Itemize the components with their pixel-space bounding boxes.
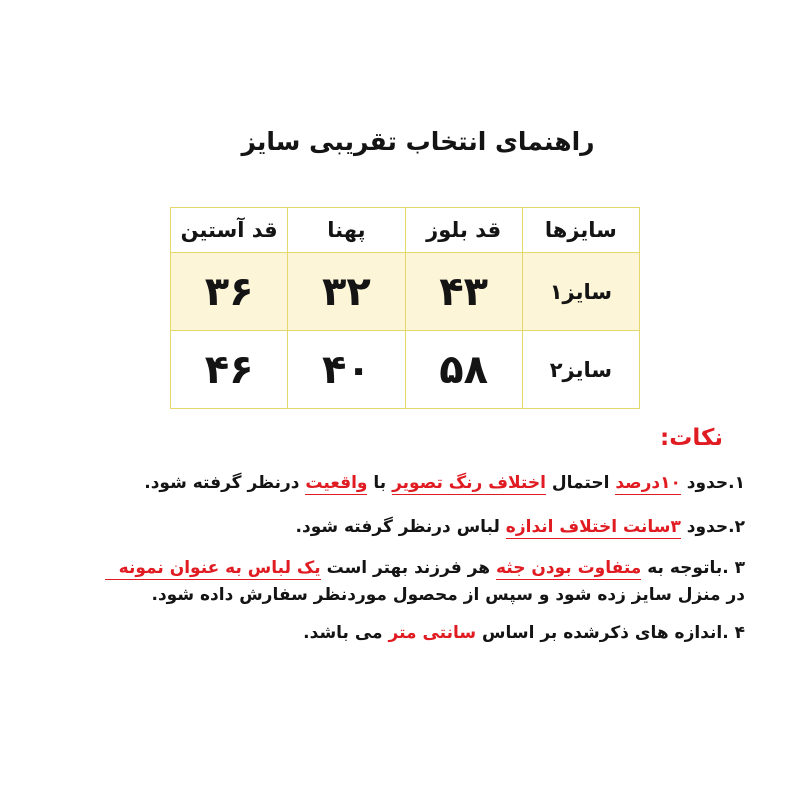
note-1-highlight-reality: واقعیت [305,473,368,495]
note-3-line-1: ۳ .باتوجه به متفاوت بودن جثه هر فرزند به… [104,555,745,582]
note-4-text: می باشد. [303,623,389,643]
size-guide-table: سایزها قد بلوز پهنا قد آستین سایز۱ ۴۳ ۳۲… [169,207,641,409]
note-1-text: احتمال [545,473,616,493]
size2-sleeve-length: ۴۶ [169,330,289,409]
note-3-highlight-sample-garment: یک لباس به عنوان نمونه [104,558,321,580]
size2-label: سایز۲ [521,330,641,409]
note-3-text: ۳ .باتوجه به [641,558,745,578]
column-header-width: پهنا [287,207,406,253]
size2-blouse-length: ۵۸ [404,330,523,409]
table-header-row: سایزها قد بلوز پهنا قد آستین [169,207,641,253]
note-1-text: با [367,473,393,493]
page-title: راهنمای انتخاب تقریبی سایز [241,127,595,156]
column-header-blouse-length: قد بلوز [404,207,523,253]
column-header-sizes: سایزها [521,207,641,253]
size1-sleeve-length: ۳۶ [169,252,289,331]
note-2-text: لباس درنظر گرفته شود. [295,517,506,537]
size1-width: ۳۲ [287,252,406,331]
size1-blouse-length: ۴۳ [404,252,523,331]
notes-heading: نکات: [660,425,723,451]
note-3: ۳ .باتوجه به متفاوت بودن جثه هر فرزند به… [104,555,746,609]
note-2-text: ۲.حدود [680,517,745,537]
note-3-highlight-different-body-size: متفاوت بودن جثه [495,558,642,580]
size1-label: سایز۱ [521,252,641,331]
note-4: ۴ .اندازه های ذکرشده بر اساس سانتی متر م… [303,620,745,647]
note-2-highlight-3cm-size-difference: ۳سانت اختلاف اندازه [505,517,681,539]
size2-width: ۴۰ [287,330,406,409]
note-4-highlight-centimeter: سانتی متر [388,623,477,643]
table-row-size1: سایز۱ ۴۳ ۳۲ ۳۶ [169,252,641,331]
note-1-highlight-10percent: ۱۰درصد [615,473,681,495]
note-2: ۲.حدود ۳سانت اختلاف اندازه لباس درنظر گر… [296,514,745,541]
note-3-line-2: در منزل سایز زده شود و سپس از محصول مورد… [151,585,746,605]
note-3-text: هر فرزند بهتر است [320,558,496,578]
note-1-text: ۱.حدود [680,473,745,493]
note-1: ۱.حدود ۱۰درصد احتمال اختلاف رنگ تصویر با… [144,470,745,497]
note-1-text: درنظر گرفته شود. [144,473,306,493]
note-4-text: ۴ .اندازه های ذکرشده بر اساس [476,623,745,643]
note-1-highlight-color-difference: اختلاف رنگ تصویر [392,473,546,495]
column-header-sleeve-length: قد آستین [169,207,289,253]
table-row-size2: سایز۲ ۵۸ ۴۰ ۴۶ [169,330,641,409]
